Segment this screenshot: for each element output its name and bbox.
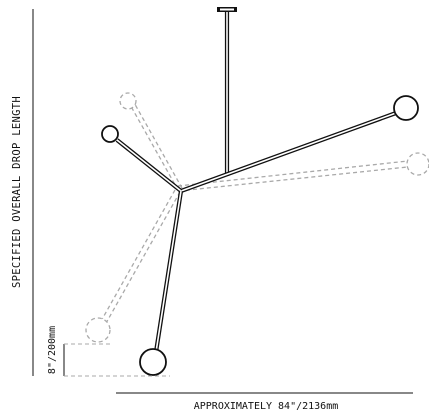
globe-right	[393, 95, 419, 121]
ghost-arm-lower-left-b	[100, 191, 181, 333]
globe-upper-left	[101, 125, 119, 143]
ghost-globe-upper-left	[119, 92, 137, 110]
arm-upper-left	[115, 138, 183, 193]
ghost-globe-right	[406, 152, 429, 176]
ghost-arm-lower-left	[95, 189, 176, 331]
drop-length-label: SPECIFIED OVERALL DROP LENGTH	[11, 96, 23, 288]
alternate-position-arms	[85, 92, 429, 343]
globe-lower	[139, 348, 167, 376]
arm-lower	[153, 190, 184, 353]
arm-right	[180, 111, 397, 193]
ghost-globe-lower-left	[85, 317, 111, 343]
ghost-arm-upper-left-b	[131, 98, 183, 189]
ghost-arm-right	[177, 159, 418, 187]
ghost-arm-upper-left	[127, 100, 179, 191]
offset-label: 8"/200mm	[47, 326, 58, 374]
width-label: APPROXIMATELY 84"/2136mm	[194, 401, 339, 412]
ceiling-canopy	[217, 7, 237, 12]
ghost-arm-right-b	[178, 165, 418, 192]
